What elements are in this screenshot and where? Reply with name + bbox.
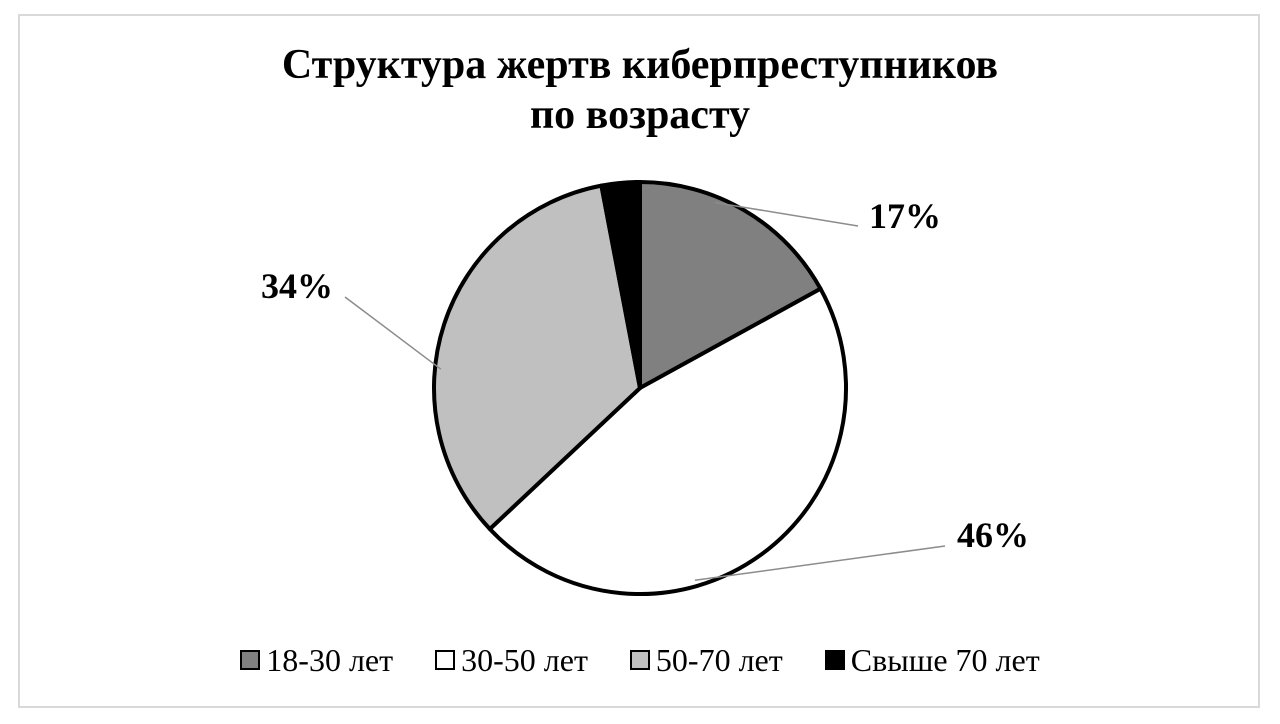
pie-slice-over-70	[599, 180, 642, 390]
legend-swatch-over-70	[824, 650, 845, 670]
pie-slice-30-50	[487, 286, 848, 596]
leader-line-50-70	[344, 296, 442, 370]
legend-item-50-70: 50-70 лет	[629, 640, 783, 680]
data-label-18-30: 17%	[869, 196, 941, 236]
legend-item-over-70: Свыше 70 лет	[824, 640, 1040, 680]
chart-title: Структура жертв киберпреступников по воз…	[0, 40, 1280, 140]
leader-line-18-30	[714, 201, 859, 227]
legend-label-over-70: Свыше 70 лет	[850, 642, 1040, 678]
data-label-30-50: 46%	[957, 515, 1029, 555]
legend-item-30-50: 30-50 лет	[435, 640, 588, 680]
legend: 18-30 лет 30-50 лет 50-70 лет Свыше 70 л…	[0, 640, 1280, 680]
legend-label-30-50: 30-50 лет	[461, 642, 588, 678]
legend-swatch-18-30	[240, 650, 261, 670]
legend-label-18-30: 18-30 лет	[266, 642, 394, 678]
legend-item-18-30: 18-30 лет	[240, 640, 393, 680]
chart-title-line-1: Структура жертв киберпреступников	[281, 42, 999, 88]
chart-title-line-2: по возрасту	[529, 92, 751, 138]
leader-line-30-50	[694, 545, 946, 582]
data-label-50-70: 34%	[261, 266, 333, 306]
pie-slice-18-30	[638, 180, 823, 390]
legend-swatch-50-70	[629, 650, 650, 670]
pie-slice-50-70	[432, 183, 642, 532]
legend-swatch-30-50	[435, 650, 456, 670]
legend-label-50-70: 50-70 лет	[655, 642, 783, 678]
